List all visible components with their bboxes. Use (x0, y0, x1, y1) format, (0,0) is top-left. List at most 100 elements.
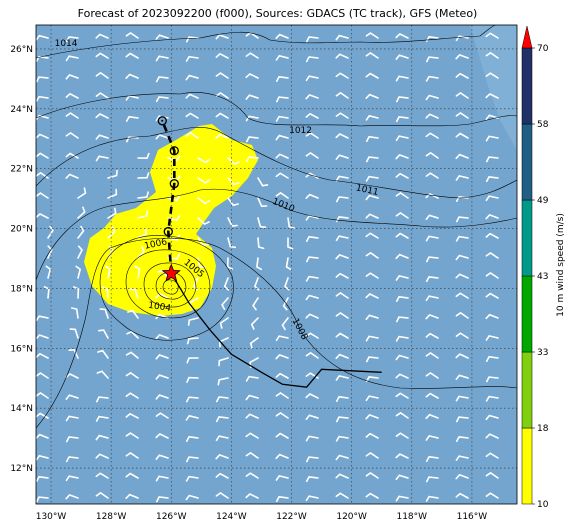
wind-barb (65, 36, 79, 43)
wind-barb (485, 355, 499, 363)
forecast-position-dot (173, 182, 176, 185)
wind-barb (186, 357, 199, 364)
wind-barb (455, 416, 469, 423)
wind-barb (485, 32, 499, 39)
map-title: Forecast of 2023092200 (f000), Sources: … (77, 7, 478, 20)
wind-barb (36, 433, 49, 440)
wind-barb (95, 33, 109, 39)
wind-barb (99, 308, 109, 319)
wind-barb (335, 395, 349, 403)
colorbar-segment (521, 351, 533, 429)
wind-barb (185, 494, 199, 501)
wind-barb (227, 177, 240, 186)
wind-barb (425, 392, 439, 399)
wind-barb (485, 414, 499, 421)
wind-barb (36, 496, 49, 503)
colorbar-tick-label: 43 (537, 272, 548, 282)
wind-barb (455, 216, 469, 223)
wind-barb (395, 295, 409, 303)
wind-barb (65, 456, 79, 463)
wind-barb (126, 136, 139, 143)
wind-barb (125, 432, 139, 439)
wind-barb (395, 495, 409, 502)
colorbar-label: 10 m wind speed (m/s) (556, 213, 566, 317)
wind-barb (197, 177, 211, 184)
wind-barb (95, 71, 109, 79)
wind-barb (395, 411, 409, 419)
wind-barb (215, 435, 229, 442)
wind-barb (365, 395, 379, 402)
wind-barb (245, 73, 259, 79)
wind-barb (185, 112, 199, 119)
wind-barb (125, 392, 139, 399)
wind-barb (395, 33, 409, 39)
lon-tick-label: 130°W (36, 512, 67, 522)
wind-barb (335, 312, 349, 319)
wind-barb (455, 174, 469, 181)
wind-barb (36, 412, 49, 419)
wind-barb (275, 153, 289, 159)
wind-barb (365, 251, 379, 259)
colorbar-segment (521, 427, 533, 505)
wind-barb (275, 172, 289, 179)
wind-barb (305, 294, 319, 301)
wind-barb (425, 372, 439, 379)
wind-barb (425, 413, 439, 420)
wind-barb (129, 288, 139, 299)
wind-barb (275, 33, 289, 40)
wind-barb (95, 472, 109, 479)
wind-barb (365, 52, 379, 59)
wind-barb (257, 217, 267, 228)
lat-tick-label: 26°N (10, 45, 33, 55)
wind-barb (455, 492, 469, 499)
wind-barb (186, 456, 199, 463)
wind-barb (107, 207, 117, 219)
wind-barb (275, 134, 289, 141)
wind-barb (69, 328, 79, 339)
colorbar-tick-label: 49 (537, 196, 549, 206)
wind-barb (77, 245, 83, 259)
wind-barb (365, 93, 379, 99)
wind-barb (36, 133, 49, 139)
wind-barb (275, 432, 289, 439)
wind-barb (65, 74, 79, 80)
wind-barb (425, 132, 439, 139)
forecast-position-marker (163, 226, 173, 237)
forecast-position-marker (169, 179, 179, 189)
isobar-1010 (36, 188, 517, 281)
wind-barb (65, 132, 79, 139)
wind-barb (425, 151, 439, 159)
wind-barb (335, 473, 349, 479)
wind-barb (215, 416, 229, 423)
wind-barb (305, 75, 319, 82)
wind-barb (485, 51, 499, 59)
wind-barb (365, 194, 379, 201)
wind-barb (282, 297, 289, 311)
wind-barb (65, 475, 79, 482)
wind-barb (167, 195, 181, 202)
wind-barb (137, 246, 145, 259)
colorbar-segment (521, 123, 533, 201)
wind-barb (36, 475, 49, 483)
wind-barb (185, 131, 199, 139)
wind-barb (305, 435, 319, 442)
wind-barb (365, 114, 379, 121)
wind-barb (455, 72, 469, 79)
wind-barb (485, 313, 499, 320)
wind-barb (485, 334, 499, 341)
wind-barb (305, 476, 319, 483)
wind-barb (245, 394, 259, 401)
wind-barb (425, 172, 439, 179)
forecast-position-dot (173, 149, 176, 152)
wind-barb (485, 433, 499, 439)
forecast-position-marker (157, 116, 167, 126)
wind-barb (305, 414, 319, 421)
wind-barb (101, 286, 109, 299)
lighter-sea-area (470, 25, 517, 150)
wind-barb (185, 93, 199, 99)
isobar-label-text: 1011 (355, 183, 379, 198)
wind-barb (156, 496, 169, 503)
wind-barb (335, 272, 349, 279)
wind-barb (305, 112, 319, 119)
